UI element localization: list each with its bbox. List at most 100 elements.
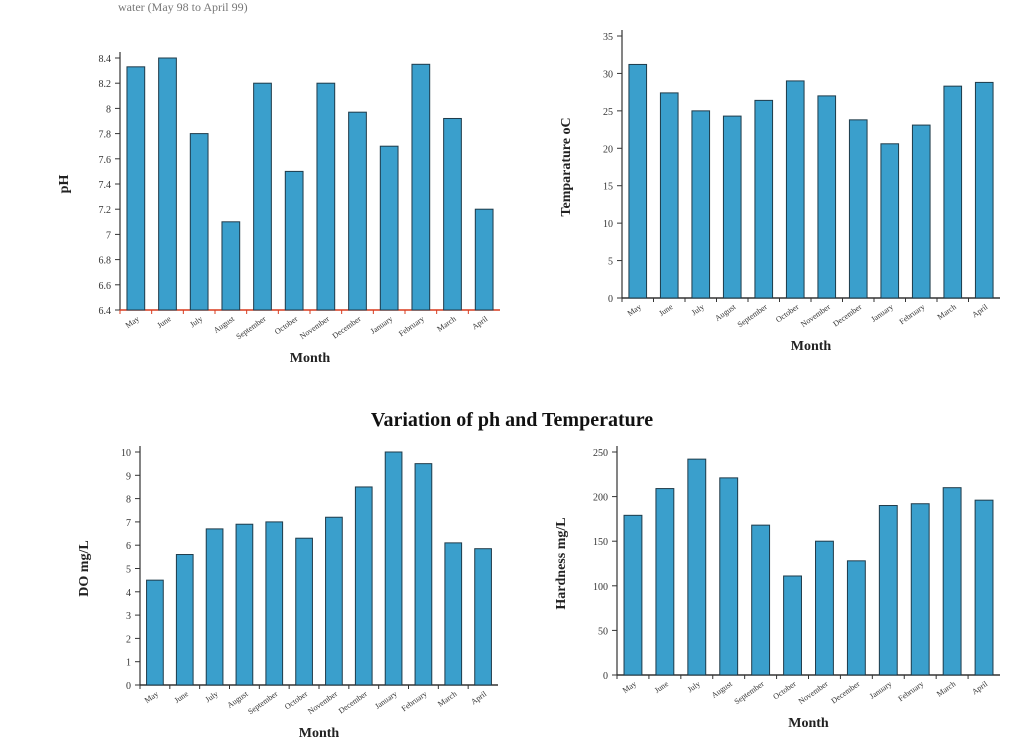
do-bar <box>265 521 284 686</box>
ph-bar <box>189 133 209 311</box>
temperature-y-tick-label: 25 <box>603 107 613 118</box>
temperature-bar <box>691 110 711 299</box>
do-bar <box>414 463 433 686</box>
hardness-y-tick-label: 250 <box>593 448 608 459</box>
temperature-bar <box>628 63 648 299</box>
ph-y-tick-label: 6.4 <box>99 306 112 317</box>
hardness-x-tick-label: September <box>733 679 766 706</box>
ph-y-tick-label: 6.6 <box>99 281 112 292</box>
temperature-bar <box>722 115 742 299</box>
do-bar <box>175 554 194 686</box>
do-x-tick-label: August <box>225 689 250 710</box>
do-y-tick-label: 3 <box>126 611 131 622</box>
temperature-x-tick-label: January <box>869 302 895 324</box>
do-bar <box>354 486 373 686</box>
temperature-x-tick-label: September <box>736 302 769 329</box>
ph-bar <box>474 208 494 311</box>
temperature-x-tick-label: July <box>690 302 706 317</box>
do-y-tick-label: 9 <box>126 471 131 482</box>
do-y-tick-label: 5 <box>126 565 131 576</box>
hardness-x-tick-label: January <box>868 679 894 701</box>
do-bar <box>444 542 463 686</box>
temperature-bar <box>848 119 868 299</box>
do-x-tick-label: May <box>143 689 160 705</box>
do-x-tick-label: November <box>306 689 339 716</box>
temperature-y-axis-label: Temparature oC <box>559 117 574 216</box>
ph-y-tick-label: 6.8 <box>99 256 112 267</box>
ph-x-tick-label: April <box>470 314 490 332</box>
ph-bar <box>411 63 431 311</box>
temperature-bar-chart: 0 5 10 15 20 25 30 35 May June July AugustSeptember… <box>559 30 1000 354</box>
hardness-bar <box>687 458 707 676</box>
ph-bar <box>348 111 367 311</box>
ph-bar <box>221 221 241 311</box>
do-x-tick-label: March <box>436 689 458 708</box>
hardness-x-tick-label: July <box>686 679 702 694</box>
ph-x-tick-label: May <box>124 314 141 330</box>
ph-y-tick-label: 8.4 <box>99 54 112 65</box>
ph-x-tick-label: December <box>331 314 363 340</box>
temperature-bar <box>880 143 900 299</box>
hardness-x-tick-label: March <box>935 679 957 698</box>
ph-y-tick-label: 7.6 <box>99 155 112 166</box>
temperature-bar <box>911 124 931 299</box>
do-y-tick-label: 1 <box>126 658 131 669</box>
do-y-tick-label: 6 <box>126 541 131 552</box>
do-x-tick-label: June <box>173 689 191 705</box>
hardness-y-tick-label: 0 <box>603 671 608 682</box>
do-x-tick-label: April <box>469 689 489 707</box>
hardness-y-tick-label: 50 <box>598 626 608 637</box>
do-x-tick-label: July <box>204 689 220 704</box>
do-bar <box>205 528 224 686</box>
do-bar <box>474 548 492 686</box>
ph-bar <box>126 66 146 311</box>
hardness-x-tick-label: August <box>710 679 735 700</box>
temperature-x-tick-label: March <box>936 302 958 321</box>
ph-bar <box>316 82 336 311</box>
temperature-y-tick-label: 0 <box>608 294 613 305</box>
hardness-x-tick-label: February <box>897 679 926 703</box>
ph-bar <box>443 117 462 311</box>
temperature-y-tick-label: 10 <box>603 219 613 230</box>
temperature-y-tick-label: 35 <box>603 32 613 43</box>
ph-bar <box>379 145 399 311</box>
ph-x-tick-label: October <box>273 314 300 336</box>
hardness-y-tick-label: 100 <box>593 582 608 593</box>
hardness-x-tick-label: October <box>771 679 798 701</box>
temperature-x-tick-label: February <box>898 302 927 326</box>
ph-bar <box>158 57 177 311</box>
do-y-tick-label: 2 <box>126 634 131 645</box>
ph-x-tick-label: July <box>188 314 204 329</box>
temperature-bar <box>659 92 679 299</box>
ph-bar <box>253 82 272 311</box>
temperature-bar <box>817 95 837 299</box>
temperature-bar <box>974 81 994 299</box>
do-bar <box>146 579 164 686</box>
do-bar <box>235 523 254 686</box>
hardness-x-axis-label: Month <box>788 716 829 731</box>
hardness-x-tick-label: December <box>829 679 861 705</box>
hardness-bar <box>942 487 962 676</box>
temperature-y-tick-label: 20 <box>603 144 613 155</box>
hardness-bar <box>846 560 866 676</box>
hardness-x-tick-label: November <box>797 679 830 706</box>
hardness-bar <box>719 477 739 676</box>
ph-y-tick-label: 7.4 <box>99 180 112 191</box>
temperature-x-tick-label: December <box>831 302 863 328</box>
hardness-y-axis-label: Hardness mg/L <box>554 517 569 609</box>
hardness-bar <box>974 499 994 676</box>
do-y-tick-label: 0 <box>126 681 131 692</box>
hardness-y-tick-label: 150 <box>593 537 608 548</box>
ph-x-tick-label: March <box>435 314 457 333</box>
temperature-x-tick-label: October <box>774 302 801 324</box>
ph-x-tick-label: February <box>397 314 426 338</box>
ph-y-axis-label: pH <box>57 175 72 194</box>
ph-y-tick-label: 7 <box>106 230 111 241</box>
temperature-bar <box>943 85 963 299</box>
temperature-y-tick-label: 15 <box>603 182 613 193</box>
temperature-x-tick-label: November <box>799 302 832 329</box>
ph-x-tick-label: June <box>155 314 173 330</box>
do-x-axis-label: Month <box>299 726 340 741</box>
ph-y-tick-label: 8 <box>106 104 111 115</box>
hardness-bar <box>878 505 898 676</box>
